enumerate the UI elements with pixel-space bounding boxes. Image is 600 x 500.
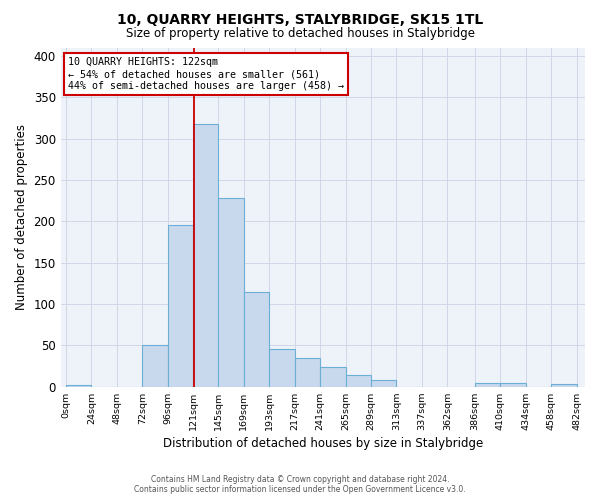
Bar [500,384,526,386]
Text: Contains HM Land Registry data © Crown copyright and database right 2024.
Contai: Contains HM Land Registry data © Crown c… [134,474,466,494]
Bar [346,375,371,386]
Bar [167,224,193,386]
Bar [475,382,500,386]
Bar [142,346,167,387]
Bar [551,384,577,386]
Y-axis label: Number of detached properties: Number of detached properties [15,124,28,310]
X-axis label: Distribution of detached houses by size in Stalybridge: Distribution of detached houses by size … [163,437,483,450]
Bar [320,367,346,386]
Text: 10 QUARRY HEIGHTS: 122sqm
← 54% of detached houses are smaller (561)
44% of semi: 10 QUARRY HEIGHTS: 122sqm ← 54% of detac… [68,58,344,90]
Bar [269,348,295,387]
Bar [218,198,244,386]
Bar [66,385,91,386]
Bar [244,292,269,386]
Bar [295,358,320,386]
Text: 10, QUARRY HEIGHTS, STALYBRIDGE, SK15 1TL: 10, QUARRY HEIGHTS, STALYBRIDGE, SK15 1T… [117,12,483,26]
Text: Size of property relative to detached houses in Stalybridge: Size of property relative to detached ho… [125,28,475,40]
Bar [193,124,218,386]
Bar [371,380,397,386]
